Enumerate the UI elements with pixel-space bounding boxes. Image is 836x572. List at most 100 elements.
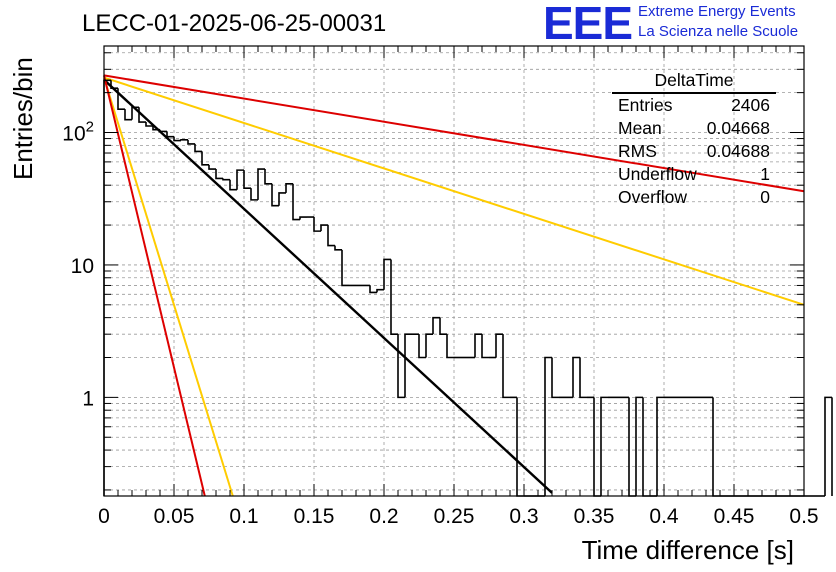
histogram-bin — [474, 333, 482, 358]
logo-line-1: Extreme Energy Events — [638, 3, 796, 20]
fit-line — [103, 76, 805, 306]
histogram-bin — [495, 333, 503, 358]
x-tick-label: 0.45 — [714, 505, 755, 528]
histogram-bin — [131, 106, 139, 120]
histogram-bin — [201, 151, 209, 166]
histogram-bin — [628, 397, 636, 497]
stats-box: DeltaTime Entries 2406 Mean 0.04668 RMS … — [612, 70, 776, 209]
eee-logo: EEE — [543, 0, 633, 49]
stats-row-entries: Entries 2406 — [612, 94, 776, 117]
x-tick-label: 0.25 — [434, 505, 475, 528]
y-tick-labels: 1 10 102 — [62, 119, 94, 411]
histogram-bin — [327, 225, 335, 247]
histogram-bin — [138, 107, 146, 123]
histogram-bin — [243, 170, 251, 189]
histogram-bin — [173, 136, 181, 142]
grid-lines — [104, 46, 804, 496]
histogram-bin — [572, 356, 580, 398]
stats-label: Mean — [618, 118, 662, 138]
histogram-bin — [194, 143, 202, 153]
stats-row-mean: Mean 0.04668 — [612, 117, 776, 140]
histogram-bin — [250, 188, 258, 201]
histogram-bin — [334, 245, 342, 251]
histogram-bin — [292, 183, 300, 221]
stats-value: 0 — [760, 187, 770, 207]
histogram-bin — [180, 139, 188, 141]
histogram-bin — [320, 224, 328, 232]
histogram-bin — [369, 285, 377, 294]
x-tick-label: 0 — [98, 505, 110, 528]
stats-value: 2406 — [731, 95, 770, 115]
x-tick-label: 0.3 — [509, 505, 538, 528]
histogram-bin — [397, 334, 405, 399]
stats-label: Underflow — [618, 164, 697, 184]
fit-line — [103, 74, 805, 193]
stats-value: 0.04688 — [706, 141, 770, 161]
histogram-bin — [215, 169, 223, 180]
histogram-bin — [824, 396, 832, 496]
histogram-bin — [439, 317, 447, 335]
histogram-bin — [579, 357, 587, 399]
logo-line-2: La Scienza nelle Scuole — [638, 23, 799, 40]
stats-row-rms: RMS 0.04688 — [612, 140, 776, 163]
x-tick-label: 0.2 — [369, 505, 398, 528]
histogram-bin — [299, 216, 307, 220]
stats-label: RMS — [618, 141, 657, 161]
stats-row-underflow: Underflow 1 — [612, 163, 776, 186]
x-tick-label: 0.1 — [229, 505, 258, 528]
y-axis-label: Entries/bin — [8, 57, 38, 180]
stats-label: Overflow — [618, 187, 688, 207]
y-tick-label: 10 — [71, 255, 94, 278]
histogram-bin — [159, 129, 167, 133]
histogram-bin — [285, 182, 293, 193]
histogram-bin — [103, 79, 111, 496]
x-tick-label: 0.35 — [574, 505, 615, 528]
histogram-bin — [117, 88, 125, 110]
histogram-bin — [236, 169, 244, 190]
histogram-bin — [425, 333, 433, 358]
histogram-bin — [390, 259, 398, 335]
histogram-bin — [432, 316, 440, 335]
x-tick-label: 0.05 — [154, 505, 195, 528]
histogram-bin — [516, 397, 524, 497]
x-axis-label: Time difference [s] — [581, 535, 794, 565]
x-tick-label: 0.5 — [789, 505, 818, 528]
histogram-bin — [502, 334, 510, 399]
histogram-bin — [635, 396, 643, 496]
histogram-bin — [383, 258, 391, 290]
histogram-bin — [656, 396, 664, 496]
stats-row-overflow: Overflow 0 — [612, 186, 776, 209]
histogram-bin — [600, 396, 608, 496]
axis-ticks — [103, 46, 805, 496]
histogram-bin — [222, 178, 230, 181]
histogram-bin — [271, 183, 279, 207]
fit-curves — [103, 74, 805, 497]
histogram-bin — [642, 397, 650, 497]
histogram-bin — [166, 131, 174, 138]
histogram-bin — [152, 125, 160, 131]
stats-label: Entries — [618, 95, 673, 115]
x-tick-labels: 0 0.05 0.1 0.15 0.2 0.25 0.3 0.35 0.4 0.45 0.5 — [98, 505, 818, 528]
fit-line — [103, 75, 206, 497]
x-tick-label: 0.4 — [649, 505, 679, 528]
histogram-bin — [481, 334, 489, 359]
x-tick-label: 0.15 — [294, 505, 335, 528]
histogram-bin — [110, 80, 118, 90]
fit-line — [103, 78, 553, 494]
stats-title: DeltaTime — [612, 70, 776, 94]
fit-line — [103, 77, 234, 497]
histogram-bin — [257, 168, 265, 200]
chart-title: LECC-01-2025-06-25-00031 — [82, 10, 387, 37]
histogram-bin — [376, 288, 384, 293]
histogram-bin — [187, 139, 195, 145]
histogram-bin — [712, 397, 720, 497]
histogram-bin — [404, 333, 412, 398]
histogram-bin — [341, 249, 349, 287]
histogram-bin — [278, 192, 286, 206]
histogram-bin — [418, 334, 426, 359]
histogram-bin — [229, 179, 237, 191]
histogram-bin — [544, 356, 552, 496]
histogram-bin — [551, 357, 559, 399]
histogram-bin — [264, 169, 272, 185]
